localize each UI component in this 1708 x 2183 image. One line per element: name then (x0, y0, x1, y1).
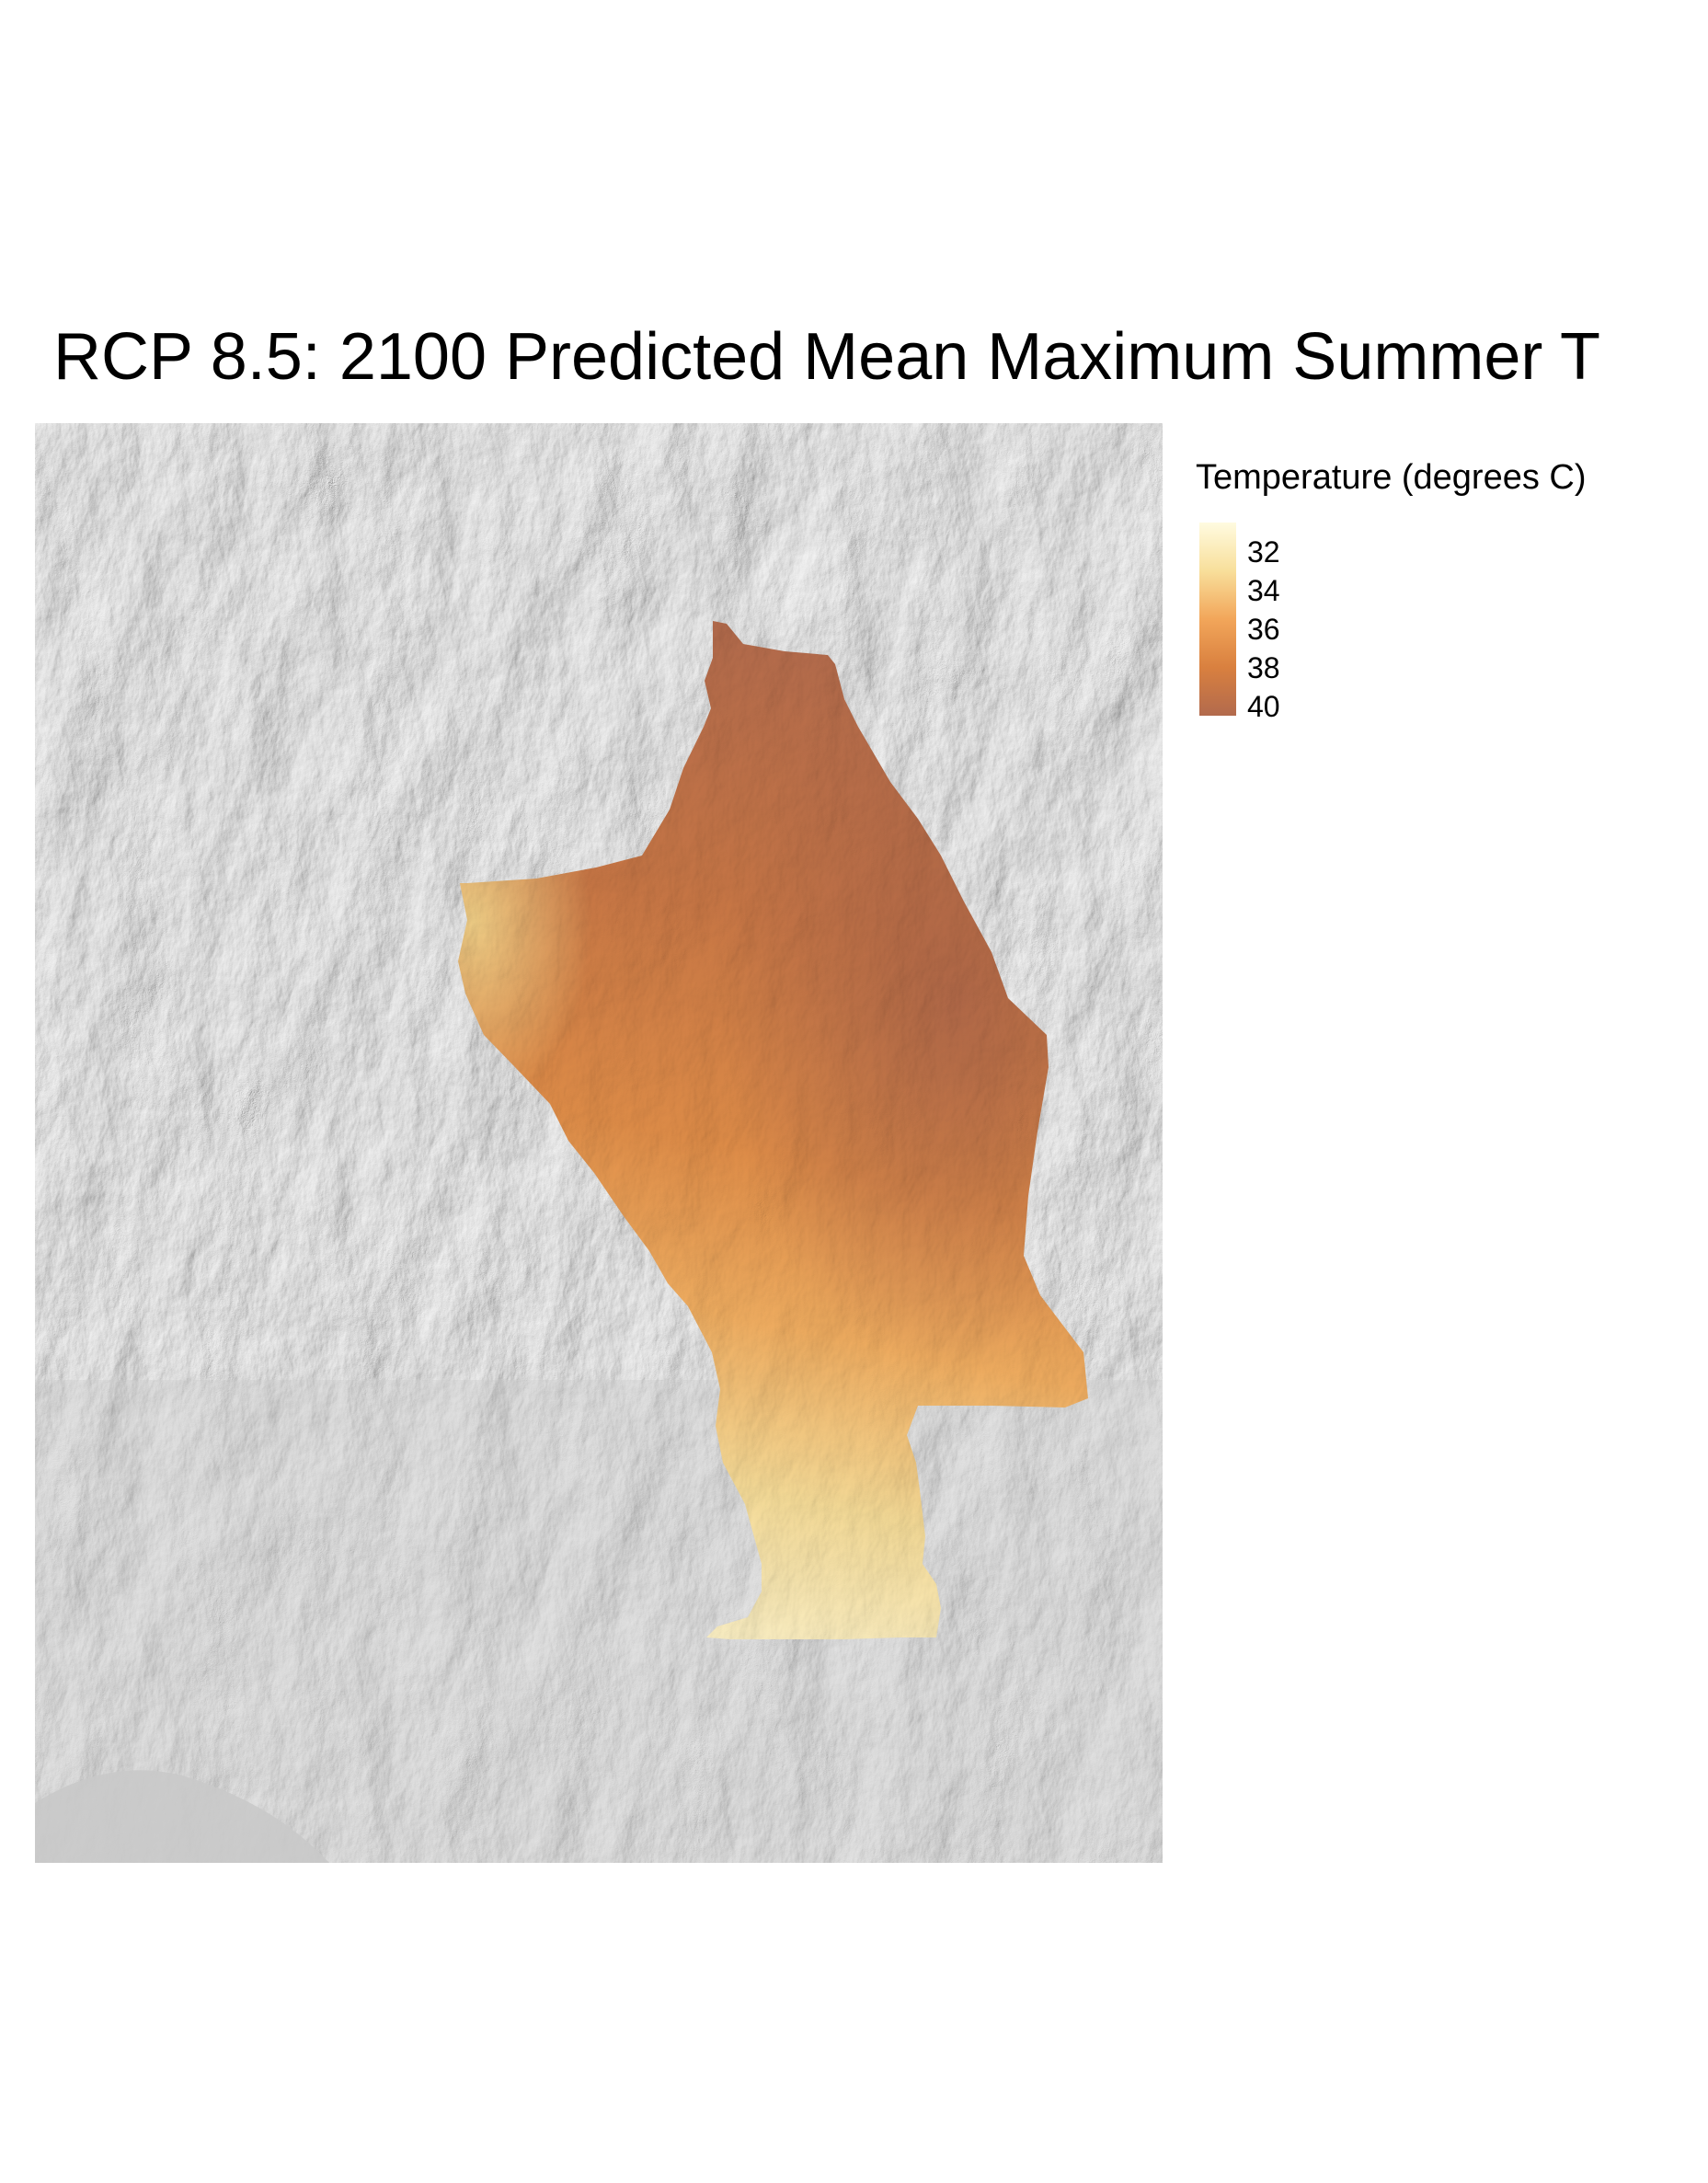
legend-tick-label: 36 (1247, 613, 1280, 646)
legend-tick-label: 38 (1247, 651, 1280, 684)
legend-tick-label: 34 (1247, 574, 1280, 607)
map-canvas (35, 423, 1163, 1863)
legend-title: Temperature (degrees C) (1196, 458, 1587, 497)
legend: Temperature (degrees C) 32 34 36 38 40 (1196, 460, 1692, 725)
legend-colorbar (1199, 523, 1236, 716)
map-panel (35, 423, 1163, 1863)
map-title: RCP 8.5: 2100 Predicted Mean Maximum Sum… (53, 320, 1601, 394)
legend-tick-label: 32 (1247, 535, 1280, 569)
legend-body: 32 34 36 38 40 (1196, 523, 1692, 725)
legend-tick-label: 40 (1247, 690, 1280, 723)
